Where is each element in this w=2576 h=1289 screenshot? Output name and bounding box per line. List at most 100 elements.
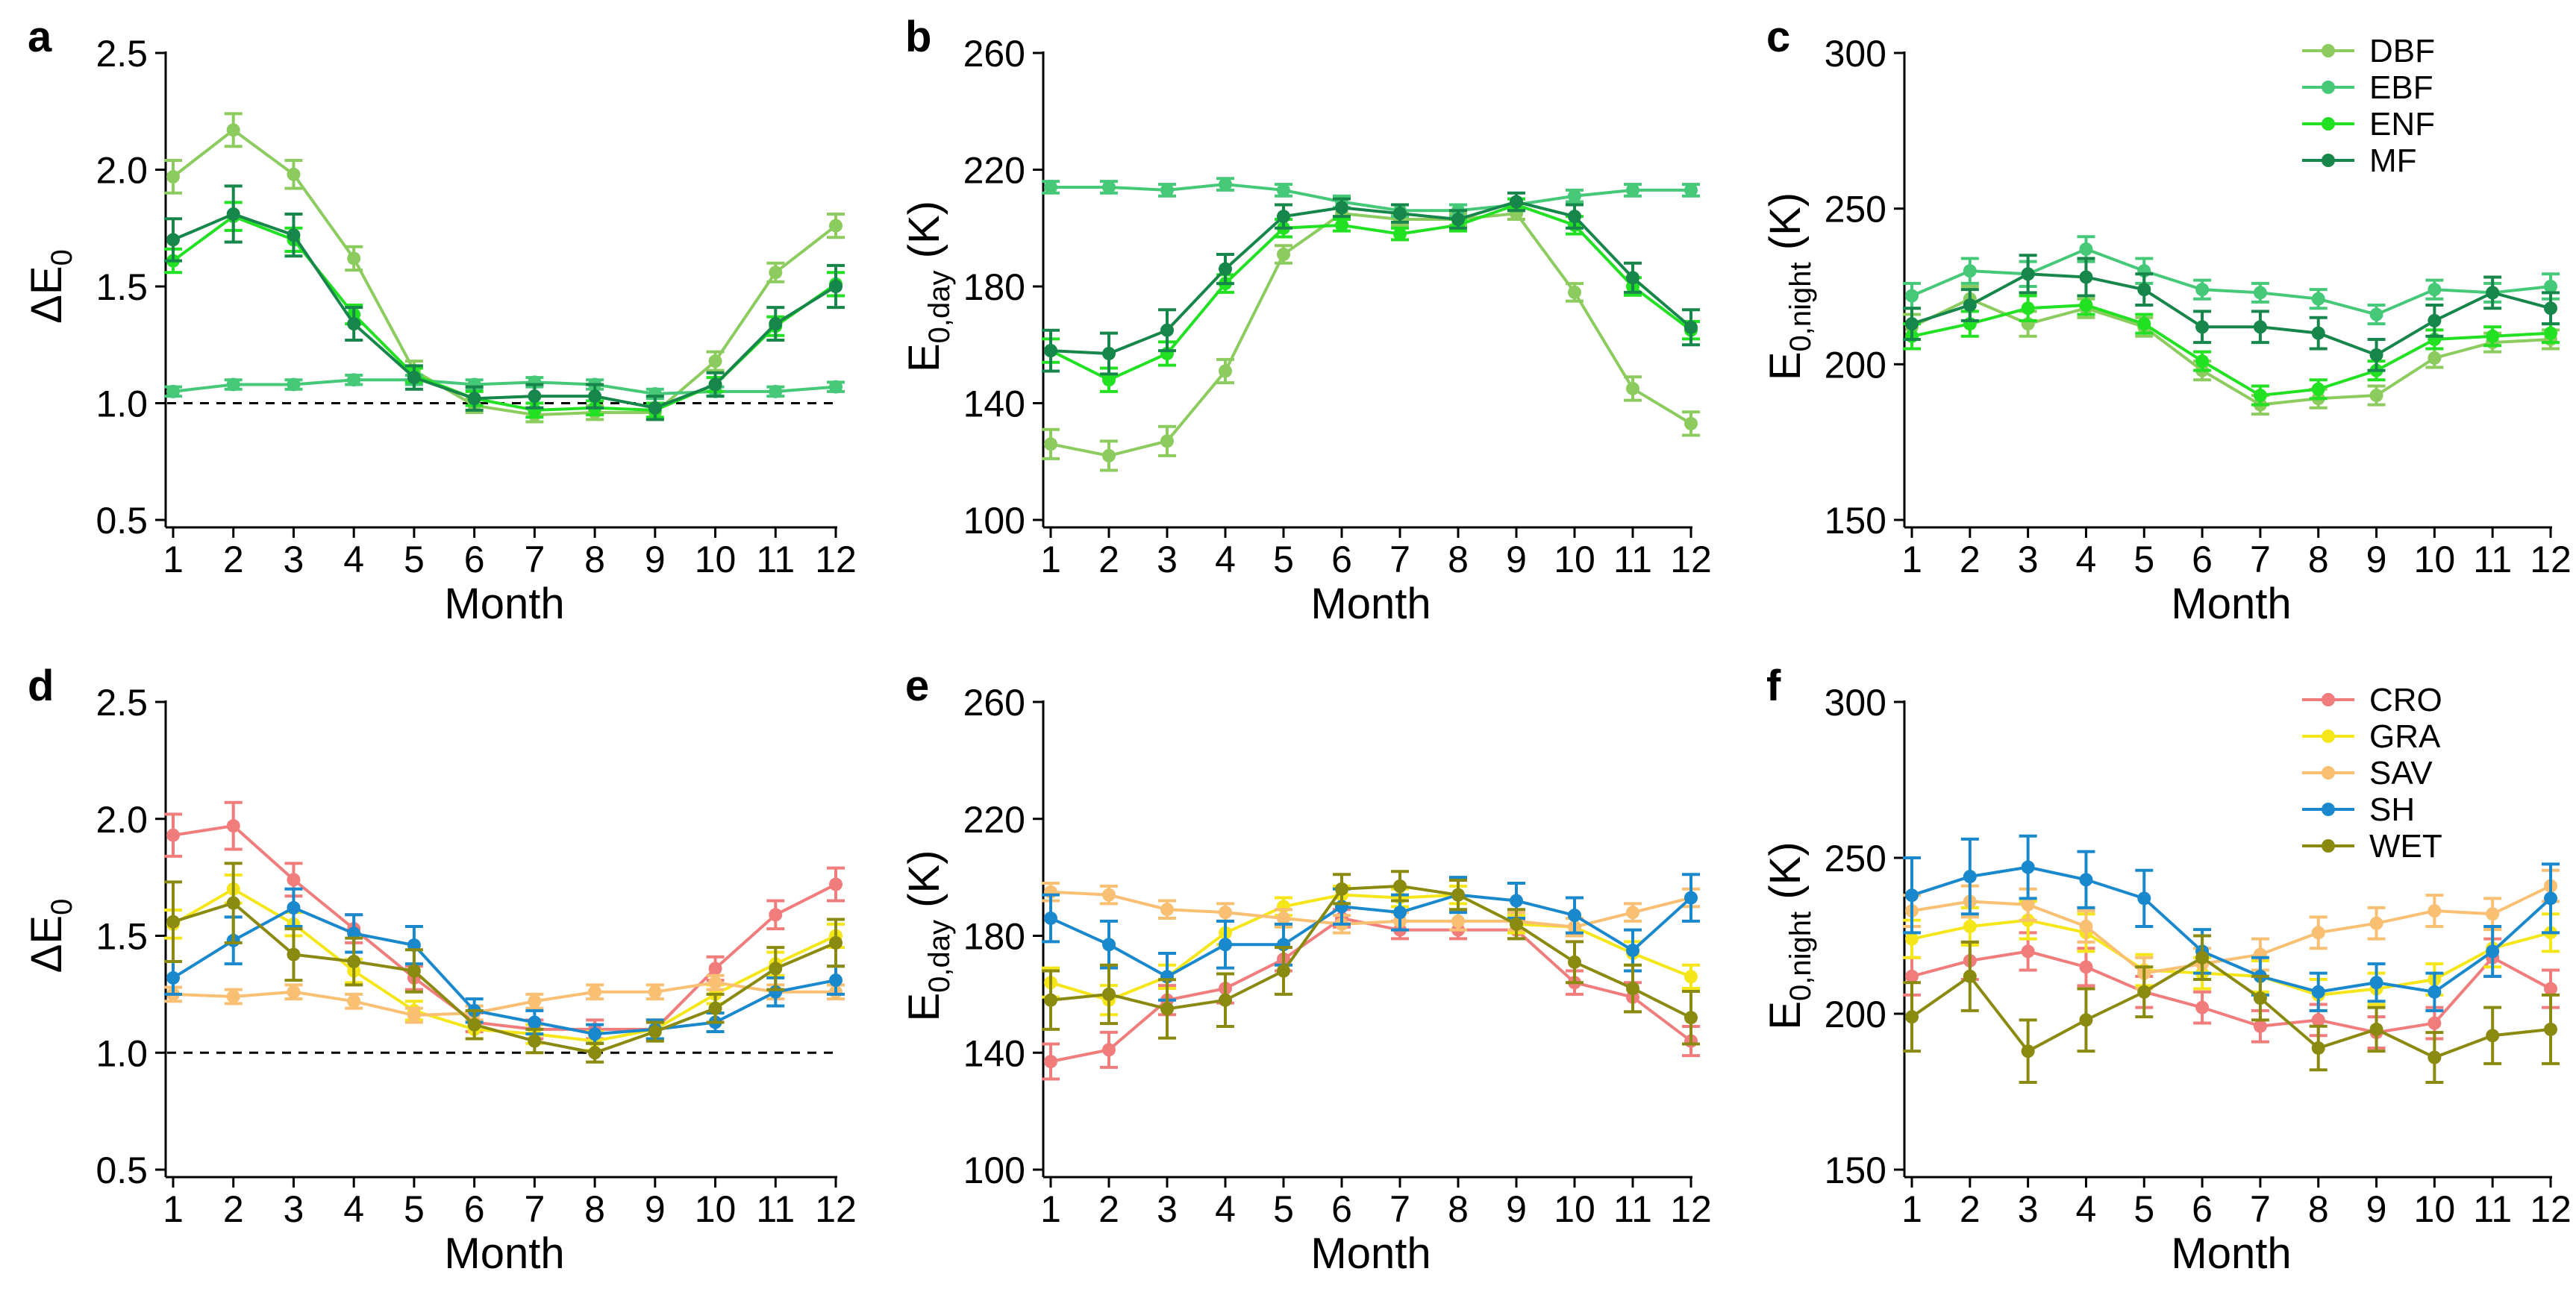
data-point [2311, 985, 2325, 999]
data-point [1160, 434, 1174, 448]
data-point [2253, 320, 2267, 334]
data-point [1905, 888, 1919, 903]
series-enf [1903, 294, 2560, 407]
data-point [2369, 348, 2383, 362]
legend-swatch-point [2322, 730, 2335, 743]
legend-item-enf: ENF [2302, 106, 2435, 142]
data-point [2021, 1044, 2035, 1059]
legend-label: EBF [2369, 69, 2433, 106]
x-tick-label: 8 [584, 539, 605, 580]
data-point [166, 915, 180, 929]
data-point [2486, 944, 2500, 959]
x-tick-label: 4 [2076, 539, 2097, 580]
data-point [1044, 344, 1057, 358]
x-tick-label: 2 [223, 539, 244, 580]
series-dbf [164, 112, 845, 424]
x-tick-label: 4 [1215, 539, 1236, 580]
data-point [2195, 283, 2210, 297]
data-point [2427, 313, 2442, 327]
legend-swatch-point [2322, 117, 2335, 131]
series-line [1050, 200, 1692, 356]
series-line [1911, 884, 2551, 975]
data-point [1219, 178, 1232, 192]
series-sh [1903, 834, 2560, 1012]
x-tick-label: 7 [524, 1188, 545, 1230]
x-tick-label: 6 [2192, 1188, 2213, 1230]
legend-swatch-point [2322, 839, 2335, 853]
y-tick-label: 200 [1825, 344, 1886, 386]
data-point [1102, 373, 1116, 387]
data-point [2253, 1019, 2267, 1033]
data-point [226, 896, 240, 910]
data-point [347, 251, 361, 266]
data-point [1160, 903, 1174, 917]
data-point [1684, 891, 1698, 905]
x-tick-label: 9 [645, 1188, 666, 1230]
x-tick-label: 3 [1157, 539, 1178, 580]
data-point [1510, 894, 1523, 908]
data-point [2311, 1013, 2325, 1027]
data-point [2079, 1013, 2093, 1027]
series-line [1911, 865, 2552, 994]
x-tick-label: 10 [2414, 1188, 2456, 1230]
x-tick-label: 12 [2530, 539, 2572, 580]
y-tick-label: 150 [1825, 1150, 1886, 1191]
data-point [2311, 1041, 2325, 1055]
data-point [829, 973, 842, 988]
data-point [2311, 326, 2325, 340]
data-point [287, 947, 301, 962]
x-tick-label: 12 [2530, 1188, 2572, 1230]
data-point [829, 380, 842, 394]
data-point [1044, 993, 1057, 1007]
panel-letter: a [28, 13, 52, 61]
x-tick-label: 9 [1506, 1188, 1527, 1230]
series-line [172, 378, 837, 395]
y-axis-title-subscript: 0 [46, 899, 78, 915]
series-line [1050, 884, 1692, 1020]
data-point [166, 828, 180, 842]
data-point [347, 373, 361, 387]
x-tick-label: 10 [2414, 539, 2456, 580]
series-line [1911, 247, 2551, 316]
data-point [1963, 919, 1977, 933]
data-point [2544, 982, 2557, 996]
data-point [1684, 970, 1698, 984]
data-point [1219, 938, 1232, 952]
series-gra [164, 873, 845, 1053]
panel-letter: e [905, 662, 929, 710]
y-tick-label: 260 [963, 33, 1025, 75]
data-point [2079, 270, 2093, 284]
x-axis-title: Month [444, 580, 564, 628]
data-point [1684, 1011, 1698, 1025]
data-point [1963, 969, 1977, 983]
y-tick-label: 1.0 [96, 1032, 148, 1074]
x-tick-label: 10 [1554, 539, 1595, 580]
data-point [2195, 1000, 2210, 1014]
data-point [226, 207, 240, 221]
legend-item-wet: WET [2302, 828, 2442, 865]
legend-label: SH [2369, 791, 2415, 828]
x-tick-label: 7 [1389, 1188, 1410, 1230]
data-point [588, 985, 602, 999]
series-wet [164, 862, 845, 1064]
data-point [1102, 888, 1116, 902]
data-point [2021, 301, 2035, 316]
series-dbf [1903, 285, 2560, 416]
data-point [769, 908, 783, 922]
y-tick-label: 220 [963, 799, 1025, 841]
data-point [1568, 189, 1581, 203]
data-point [2137, 283, 2151, 297]
y-tick-label: 140 [963, 383, 1025, 425]
x-tick-label: 11 [756, 1188, 795, 1230]
x-tick-label: 6 [1331, 539, 1352, 580]
y-tick-label: 100 [963, 500, 1025, 542]
x-tick-label: 8 [2308, 1188, 2329, 1230]
series-line [1050, 893, 1692, 979]
data-point [1160, 183, 1174, 197]
legend-swatch-point [2322, 766, 2335, 780]
data-point [769, 266, 783, 280]
data-point [2079, 919, 2093, 933]
data-point [2079, 873, 2093, 887]
legend-item-mf: MF [2302, 142, 2417, 179]
data-point [2427, 1016, 2442, 1030]
